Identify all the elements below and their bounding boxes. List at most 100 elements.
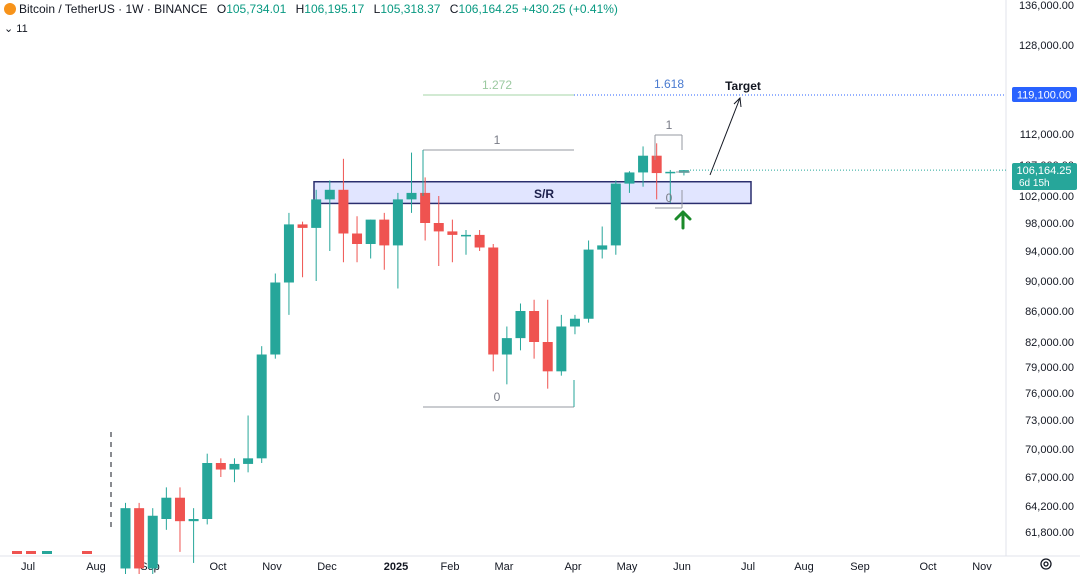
candle-body bbox=[270, 282, 281, 355]
x-tick-label: Jun bbox=[673, 561, 691, 573]
x-tick-label: Jul bbox=[21, 561, 35, 573]
high-value: 106,195.17 bbox=[304, 2, 365, 16]
open-label: O bbox=[216, 2, 227, 16]
y-tick-label: 61,800.00 bbox=[1025, 527, 1074, 539]
sr-zone-label: S/R bbox=[534, 187, 554, 201]
candle-body bbox=[365, 219, 376, 244]
candle-body bbox=[120, 508, 131, 569]
candle-body bbox=[352, 233, 363, 244]
candle-body bbox=[447, 231, 458, 235]
y-tick-label: 112,000.00 bbox=[1020, 129, 1074, 141]
candle-body bbox=[311, 199, 322, 228]
y-tick-label: 67,000.00 bbox=[1025, 472, 1074, 484]
fib-a-label-1: 1 bbox=[494, 133, 501, 147]
candle-body bbox=[26, 551, 36, 554]
candle-body bbox=[229, 463, 240, 470]
green-up-arrow-icon bbox=[674, 210, 692, 230]
indicators-toggle[interactable]: ⌄ 11 bbox=[4, 23, 28, 35]
x-tick-label: Nov bbox=[262, 561, 282, 573]
x-tick-label: Oct bbox=[209, 561, 226, 573]
x-tick-label: Sep bbox=[850, 561, 870, 573]
last-price-tag-text: 106,164.25 bbox=[1016, 165, 1071, 177]
candle-body bbox=[243, 458, 254, 464]
x-tick-label: Apr bbox=[564, 561, 581, 573]
candle-body bbox=[338, 189, 349, 234]
target-arrow-line bbox=[709, 97, 741, 176]
x-tick-label: Aug bbox=[794, 561, 814, 573]
candle-body bbox=[529, 311, 540, 342]
x-tick-label: Jul bbox=[741, 561, 755, 573]
candle-body bbox=[174, 497, 185, 522]
x-tick-label: Feb bbox=[441, 561, 460, 573]
close-value: 106,164.25 bbox=[458, 2, 519, 16]
candle-body bbox=[161, 497, 172, 519]
y-tick-label: 94,000.00 bbox=[1025, 246, 1074, 258]
target-price-tag-text: 119,100.00 bbox=[1017, 90, 1071, 102]
candle-body bbox=[324, 189, 335, 200]
candle-body bbox=[420, 192, 431, 223]
y-tick-label: 136,000.00 bbox=[1019, 0, 1074, 12]
candle-body bbox=[501, 338, 512, 355]
fib-a-label-0: 0 bbox=[494, 390, 501, 404]
candle-body bbox=[433, 223, 444, 232]
close-label: C bbox=[449, 2, 459, 16]
bar-countdown-text: 6d 15h bbox=[1019, 178, 1050, 189]
candle-body bbox=[556, 326, 567, 372]
gear-icon[interactable] bbox=[1039, 557, 1053, 571]
candle-body bbox=[42, 551, 52, 554]
candle-body bbox=[379, 219, 390, 246]
y-tick-label: 64,200.00 bbox=[1025, 501, 1074, 513]
candle-body bbox=[406, 192, 417, 200]
y-tick-label: 70,000.00 bbox=[1025, 444, 1074, 456]
y-tick-label: 90,000.00 bbox=[1025, 276, 1074, 288]
low-value: 105,318.37 bbox=[380, 2, 441, 16]
candle-body bbox=[638, 155, 649, 173]
y-tick-label: 82,000.00 bbox=[1025, 337, 1074, 349]
candle-body bbox=[297, 224, 308, 228]
open-value: 105,734.01 bbox=[226, 2, 287, 16]
candle-body bbox=[583, 249, 594, 319]
target-arrow-head bbox=[733, 96, 742, 108]
y-tick-label: 128,000.00 bbox=[1019, 40, 1074, 52]
symbol-title[interactable]: Bitcoin / TetherUS · 1W · BINANCE bbox=[19, 2, 208, 16]
sr-zone bbox=[313, 180, 752, 205]
fib-b-label-0: 0 bbox=[666, 191, 673, 205]
candle-body bbox=[12, 551, 22, 554]
bitcoin-logo-icon bbox=[4, 3, 16, 15]
candle-body bbox=[474, 234, 485, 248]
last-price-tag bbox=[1012, 163, 1077, 190]
candle-body bbox=[202, 463, 213, 519]
candle-body bbox=[134, 508, 145, 569]
candle-body bbox=[461, 234, 471, 237]
x-tick-label: May bbox=[617, 561, 638, 573]
x-tick-label: Oct bbox=[919, 561, 936, 573]
fib-label-1618: 1.618 bbox=[654, 77, 684, 91]
candle-body bbox=[569, 318, 580, 327]
candle-body bbox=[488, 247, 499, 355]
y-tick-label: 86,000.00 bbox=[1025, 306, 1074, 318]
fib-b-label-1: 1 bbox=[666, 118, 673, 132]
candle-body bbox=[82, 551, 92, 554]
candle-body bbox=[515, 311, 526, 339]
candle-body bbox=[392, 199, 403, 246]
y-tick-label: 102,000.00 bbox=[1019, 191, 1074, 203]
candle-body bbox=[610, 183, 621, 246]
y-tick-label: 73,000.00 bbox=[1025, 415, 1074, 427]
candle-body bbox=[147, 515, 158, 569]
candle-body bbox=[651, 155, 662, 174]
x-tick-label: Mar bbox=[495, 561, 514, 573]
candle-body bbox=[188, 519, 199, 522]
candle-body bbox=[256, 354, 267, 459]
y-tick-label: 79,000.00 bbox=[1025, 362, 1074, 374]
x-tick-label: 2025 bbox=[384, 561, 408, 573]
target-label: Target bbox=[725, 79, 761, 93]
candle-body bbox=[624, 172, 635, 184]
candle-body bbox=[542, 342, 553, 372]
x-tick-label: Nov bbox=[972, 561, 992, 573]
candle-body bbox=[665, 171, 676, 174]
y-tick-label: 76,000.00 bbox=[1025, 388, 1074, 400]
chart-legend-header: Bitcoin / TetherUS · 1W · BINANCE O105,7… bbox=[4, 2, 618, 16]
candle-body bbox=[597, 245, 608, 250]
fib-label-1272: 1.272 bbox=[482, 78, 512, 92]
